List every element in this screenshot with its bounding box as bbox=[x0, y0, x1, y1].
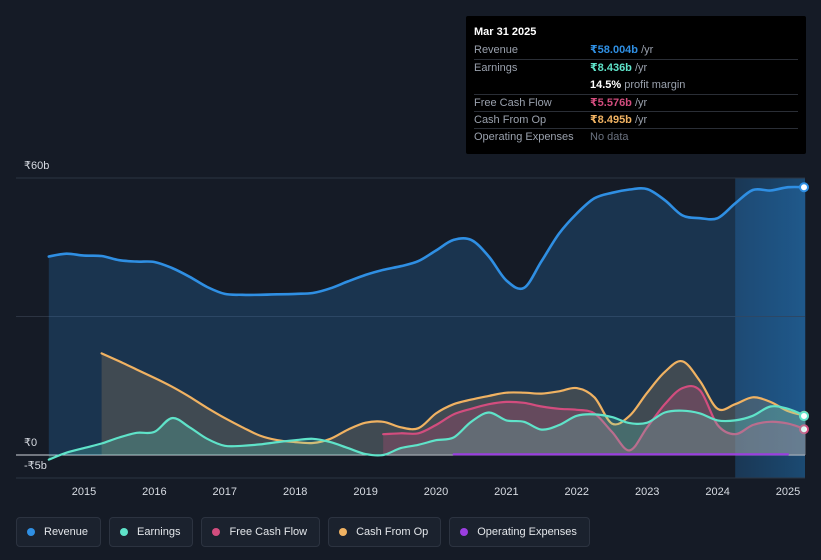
revenue-area bbox=[48, 186, 806, 455]
x-tick-label: 2024 bbox=[705, 486, 729, 498]
x-tick-label: 2021 bbox=[494, 486, 518, 498]
tooltip-row-value: No data bbox=[590, 131, 629, 144]
tooltip-row: Free Cash Flow ₹5.576b /yr bbox=[474, 93, 798, 111]
legend-item-earnings[interactable]: Earnings bbox=[109, 517, 194, 547]
x-tick-label: 2023 bbox=[635, 486, 659, 498]
y-tick-label: ₹60b bbox=[24, 160, 49, 172]
tooltip-row: 14.5% profit margin bbox=[474, 77, 798, 94]
chart-tooltip: Mar 31 2025 Revenue ₹58.004b /yr Earnings ₹… bbox=[466, 16, 806, 154]
tooltip-date: Mar 31 2025 bbox=[474, 26, 537, 38]
tooltip-row-value: 14.5% profit margin bbox=[590, 78, 686, 91]
legend-dot-icon bbox=[339, 528, 348, 536]
tooltip-row: Earnings ₹8.436b /yr bbox=[474, 59, 798, 76]
earnings-endpoint bbox=[799, 411, 809, 422]
legend-label: Revenue bbox=[44, 526, 89, 538]
revenue-line bbox=[47, 185, 807, 297]
tooltip-row-value: ₹5.576b /yr bbox=[590, 96, 648, 109]
legend-item-cash-from-op[interactable]: Cash From Op bbox=[328, 517, 442, 547]
tooltip-row-label: Free Cash Flow bbox=[474, 96, 552, 109]
fcf-endpoint bbox=[799, 424, 809, 435]
legend-label: Cash From Op bbox=[356, 526, 429, 538]
legend-item-operating-expenses[interactable]: Operating Expenses bbox=[449, 517, 590, 547]
revenue-endpoint bbox=[799, 182, 809, 193]
legend-label: Earnings bbox=[137, 526, 181, 538]
tooltip-row-label: Revenue bbox=[474, 44, 519, 56]
tooltip-row: Operating Expenses No data bbox=[474, 128, 798, 145]
x-tick-label: 2018 bbox=[283, 486, 307, 498]
x-tick-label: 2020 bbox=[424, 486, 448, 498]
x-tick-label: 2016 bbox=[142, 486, 166, 498]
tooltip-row-label: Cash From Op bbox=[474, 114, 547, 127]
y-tick-label: ₹0 bbox=[24, 437, 37, 449]
earnings-line bbox=[47, 405, 807, 461]
chart-legend: Revenue Earnings Free Cash Flow Cash From O… bbox=[16, 517, 590, 547]
x-tick-label: 2025 bbox=[776, 486, 800, 498]
y-tick-label: -₹5b bbox=[24, 460, 47, 472]
x-tick-label: 2015 bbox=[72, 486, 96, 498]
legend-item-revenue[interactable]: Revenue bbox=[16, 517, 102, 547]
tooltip-row-value: ₹58.004b /yr bbox=[590, 44, 654, 56]
cfo-line bbox=[100, 352, 807, 445]
legend-dot-icon bbox=[460, 528, 469, 536]
x-tick-label: 2022 bbox=[565, 486, 589, 498]
x-tick-label: 2019 bbox=[353, 486, 377, 498]
legend-label: Operating Expenses bbox=[477, 526, 577, 538]
x-tick-label: 2017 bbox=[213, 486, 237, 498]
tooltip-row-value: ₹8.495b /yr bbox=[590, 114, 648, 127]
tooltip-row: Cash From Op ₹8.495b /yr bbox=[474, 111, 798, 128]
legend-dot-icon bbox=[27, 528, 35, 536]
legend-label: Free Cash Flow bbox=[229, 526, 308, 538]
tooltip-row-label bbox=[474, 77, 590, 94]
legend-dot-icon bbox=[212, 528, 221, 536]
tooltip-row-label: Operating Expenses bbox=[474, 131, 574, 144]
tooltip-row: Revenue ₹58.004b /yr bbox=[474, 42, 798, 59]
tooltip-row-label: Earnings bbox=[474, 62, 518, 75]
legend-item-free-cash-flow[interactable]: Free Cash Flow bbox=[201, 517, 321, 547]
fcf-area bbox=[383, 386, 806, 455]
tooltip-row-value: ₹8.436b /yr bbox=[590, 62, 648, 75]
legend-dot-icon bbox=[120, 528, 129, 536]
